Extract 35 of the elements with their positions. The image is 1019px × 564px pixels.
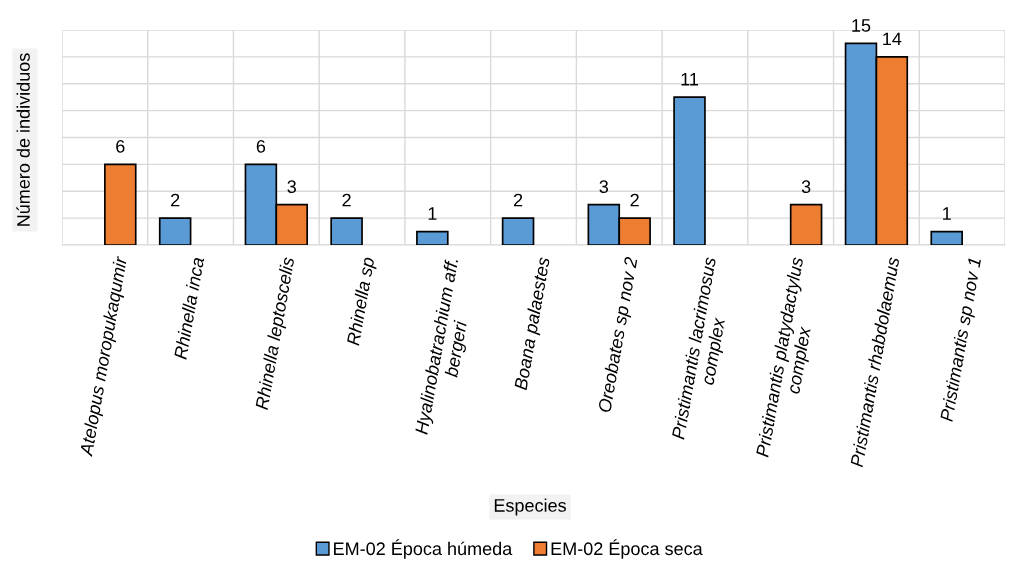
bar [330, 217, 363, 245]
bar [158, 217, 192, 245]
data-label: 3 [801, 180, 811, 194]
data-label: 14 [883, 32, 902, 46]
bar [104, 163, 137, 245]
x-tick-label: Atelopus moropukaqumir [79, 255, 131, 458]
legend-label: EM-02 Época seca [551, 539, 703, 559]
x-tick-label: Pristimantis sp nov 1 [939, 257, 985, 423]
data-label: 2 [630, 193, 639, 207]
x-axis-title: Especies [494, 498, 566, 516]
data-label: 6 [256, 139, 266, 153]
bar [501, 217, 535, 245]
x-tick-label: Rhinella leptoscelis [254, 256, 298, 411]
x-tick-label: Pristimantis platydactylus complex [755, 256, 815, 459]
x-tick-label: Rhinella sp [346, 256, 378, 347]
x-tick-label: Rhinella inca [173, 256, 205, 360]
x-tick-label: Boana palaestes [513, 256, 554, 391]
data-label: 1 [428, 207, 437, 220]
data-label: 2 [513, 193, 523, 207]
data-label: 3 [599, 180, 609, 194]
data-label: 1 [943, 207, 951, 220]
y-axis-title: Número de individuos [16, 53, 30, 226]
x-tick-label: Pristimantis lacrimosus complex [671, 256, 729, 440]
x-tick-label: Oreobates sp nov 2 [597, 256, 642, 414]
legend-label: EM-02 Época húmeda [334, 539, 513, 559]
bar [930, 230, 963, 245]
bar [673, 96, 706, 245]
data-label: 2 [342, 193, 351, 207]
data-label: 2 [171, 193, 180, 207]
data-label: 6 [116, 139, 125, 153]
bar [416, 230, 449, 245]
data-label: 15 [852, 19, 871, 32]
bar [789, 203, 823, 245]
data-label: 11 [681, 72, 699, 86]
data-label: 3 [287, 180, 296, 194]
